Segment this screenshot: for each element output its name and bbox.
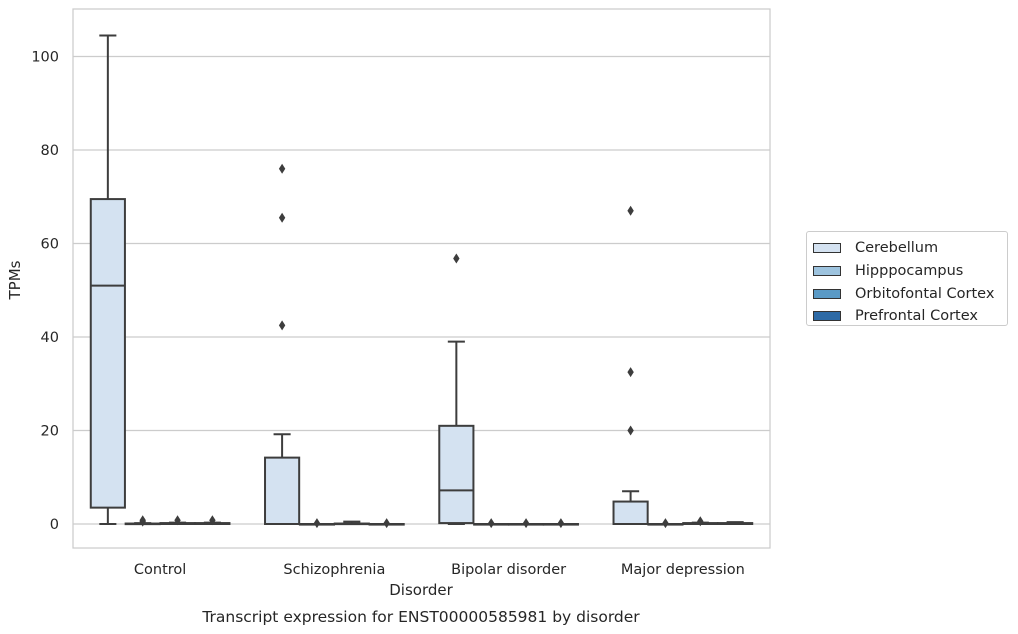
x-tick-label: Control: [134, 562, 186, 578]
legend-label: Orbitofontal Cortex: [855, 285, 995, 302]
outlier-point: [697, 516, 704, 527]
box-group: [438, 253, 475, 525]
outlier-point: [139, 515, 146, 526]
outlier-point: [522, 518, 530, 529]
outlier-point: [662, 518, 669, 529]
y-tick-label: 20: [41, 424, 59, 440]
legend-swatch: [813, 266, 841, 277]
outlier-point: [627, 205, 634, 216]
y-tick-label: 60: [41, 237, 59, 253]
box-group: [264, 163, 301, 525]
box-group: [298, 518, 336, 529]
outlier-point: [278, 163, 286, 174]
box: [612, 500, 649, 525]
plot-area-frame: [72, 8, 771, 549]
outlier-point: [627, 425, 634, 436]
box-series: [89, 34, 754, 529]
box: [438, 424, 475, 525]
outlier-point: [313, 518, 321, 529]
box-group: [368, 518, 405, 529]
box-group: [194, 515, 231, 526]
box: [89, 198, 126, 509]
x-tick-label: Bipolar disorder: [451, 562, 566, 578]
box-group: [717, 521, 754, 526]
outlier-point: [557, 518, 565, 529]
y-axis-label: TPMs: [6, 260, 24, 300]
outlier-point: [174, 515, 181, 526]
box-group: [124, 515, 161, 527]
legend-label: Cerebellum: [855, 240, 939, 257]
legend-item: Hipppocampus: [813, 260, 1007, 283]
y-tick-label: 0: [50, 517, 59, 533]
legend-swatch: [813, 243, 841, 254]
legend-label: Prefrontal Cortex: [855, 308, 978, 325]
x-tick-label: Major depression: [621, 562, 745, 578]
y-tick-label: 100: [31, 50, 59, 66]
legend-swatch: [813, 311, 841, 322]
legend-item: Cerebellum: [813, 237, 1007, 260]
box-group: [612, 205, 649, 525]
outlier-point: [627, 367, 634, 378]
x-tick-labels: Control Schizophrenia Bipolar disorder Majo…: [134, 562, 745, 578]
legend-swatch: [813, 288, 841, 299]
box-group: [542, 518, 579, 529]
box-group: [473, 518, 510, 529]
legend: Cerebellum Hipppocampus Orbitofontal Corte…: [806, 231, 1008, 326]
y-tick-label: 80: [41, 143, 59, 159]
legend-item: Prefrontal Cortex: [813, 305, 1007, 328]
box-group: [89, 34, 126, 525]
outlier-point: [278, 320, 286, 331]
x-tick-label: Schizophrenia: [283, 562, 385, 578]
x-axis-label: Disorder: [389, 581, 453, 599]
box-group: [507, 518, 545, 529]
box: [264, 456, 301, 525]
box-group: [159, 515, 196, 526]
box-group: [647, 518, 684, 529]
legend-item: Orbitofontal Cortex: [813, 282, 1007, 305]
outlier-point: [278, 212, 286, 223]
y-tick-label: 40: [41, 330, 59, 346]
legend-label: Hipppocampus: [855, 263, 964, 280]
outlier-point: [209, 515, 216, 526]
box-group: [682, 516, 719, 527]
outlier-point: [453, 253, 460, 264]
grid-lines: [73, 55, 770, 525]
box-group: [333, 520, 370, 526]
y-tick-labels: 0 20 40 60 80 100: [31, 50, 59, 534]
chart-title: Transcript expression for ENST0000058598…: [201, 608, 640, 626]
outlier-point: [488, 518, 495, 529]
outlier-point: [383, 518, 390, 529]
